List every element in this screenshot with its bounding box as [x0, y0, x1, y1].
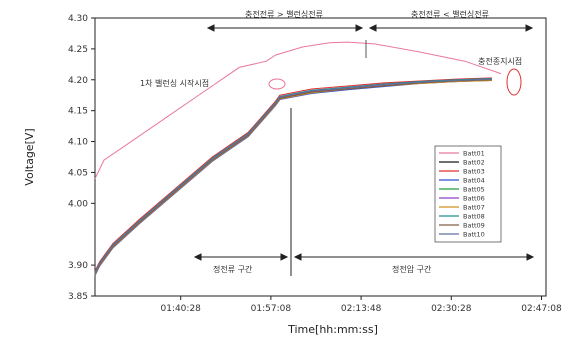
series-line-batt06	[94, 79, 492, 275]
plot-frame	[94, 17, 547, 297]
series-line-batt04	[94, 79, 492, 276]
series-lines	[94, 41, 502, 276]
top-right-annotation: 충전전류 < 밸런싱전류	[411, 9, 489, 19]
y-tick-label: 4.05	[68, 168, 88, 178]
legend-label: Batt09	[463, 222, 485, 230]
legend-label: Batt05	[463, 186, 485, 194]
legend-label: Batt06	[463, 195, 485, 203]
legend-label: Batt10	[463, 231, 485, 239]
x-tick-label: 02:47:08	[521, 304, 562, 314]
x-axis-ticks: 01:40:28 01:57:08 02:13:48 02:30:28 02:47:08	[160, 296, 562, 314]
charge-end-annotation: 충전종지시점	[478, 56, 522, 66]
y-tick-label: 4.00	[68, 199, 88, 209]
bottom-right-annotation: 정전압 구간	[392, 264, 432, 274]
series-line-batt02	[94, 79, 492, 275]
top-left-annotation: 충전전류 > 밸런싱전류	[245, 9, 323, 19]
x-tick-label: 01:40:28	[160, 304, 201, 314]
series-line-batt07	[94, 79, 492, 276]
legend-label: Batt03	[463, 168, 485, 176]
x-tick-label: 01:57:08	[251, 304, 292, 314]
legend-label: Batt02	[463, 159, 485, 167]
top-right-arrow	[368, 24, 534, 32]
legend-label: Batt08	[463, 213, 485, 221]
series-line-batt05	[94, 78, 492, 274]
y-axis-ticks: 3.85 3.90 4.00 4.05 4.10 4.15 4.20 4.25 4.30	[68, 14, 95, 302]
y-tick-label: 4.15	[68, 107, 88, 117]
y-tick-label: 3.85	[68, 292, 88, 302]
x-tick-label: 02:30:28	[431, 304, 472, 314]
charge-end-marker	[506, 68, 522, 96]
series-line-batt01	[94, 41, 502, 179]
top-left-arrow	[206, 24, 364, 32]
y-tick-label: 4.25	[68, 45, 88, 55]
x-tick-label: 02:13:48	[341, 304, 382, 314]
y-tick-label: 3.90	[68, 261, 88, 271]
legend-label: Batt04	[463, 177, 485, 185]
legend-label: Batt01	[463, 150, 485, 158]
bottom-left-annotation: 정전류 구간	[213, 264, 253, 274]
series-line-batt03	[94, 77, 492, 272]
legend-label: Batt07	[463, 204, 485, 212]
series-line-batt08	[94, 77, 492, 273]
y-tick-label: 4.20	[68, 76, 88, 86]
balance-start-marker	[268, 78, 286, 90]
x-axis-label: Time[hh:mm:ss]	[287, 323, 378, 336]
y-axis-label: Voltage[V]	[23, 128, 36, 185]
y-tick-label: 4.10	[68, 138, 88, 148]
series-line-batt09	[94, 79, 492, 275]
series-line-batt10	[94, 78, 492, 274]
legend: Batt01Batt02Batt03Batt04Batt05Batt06Batt…	[434, 145, 502, 243]
bottom-left-arrow	[193, 253, 289, 261]
y-tick-label: 4.30	[68, 14, 88, 24]
bottom-right-arrow	[293, 253, 535, 261]
balance-start-annotation: 1차 밸런싱 시작시점	[140, 78, 209, 88]
